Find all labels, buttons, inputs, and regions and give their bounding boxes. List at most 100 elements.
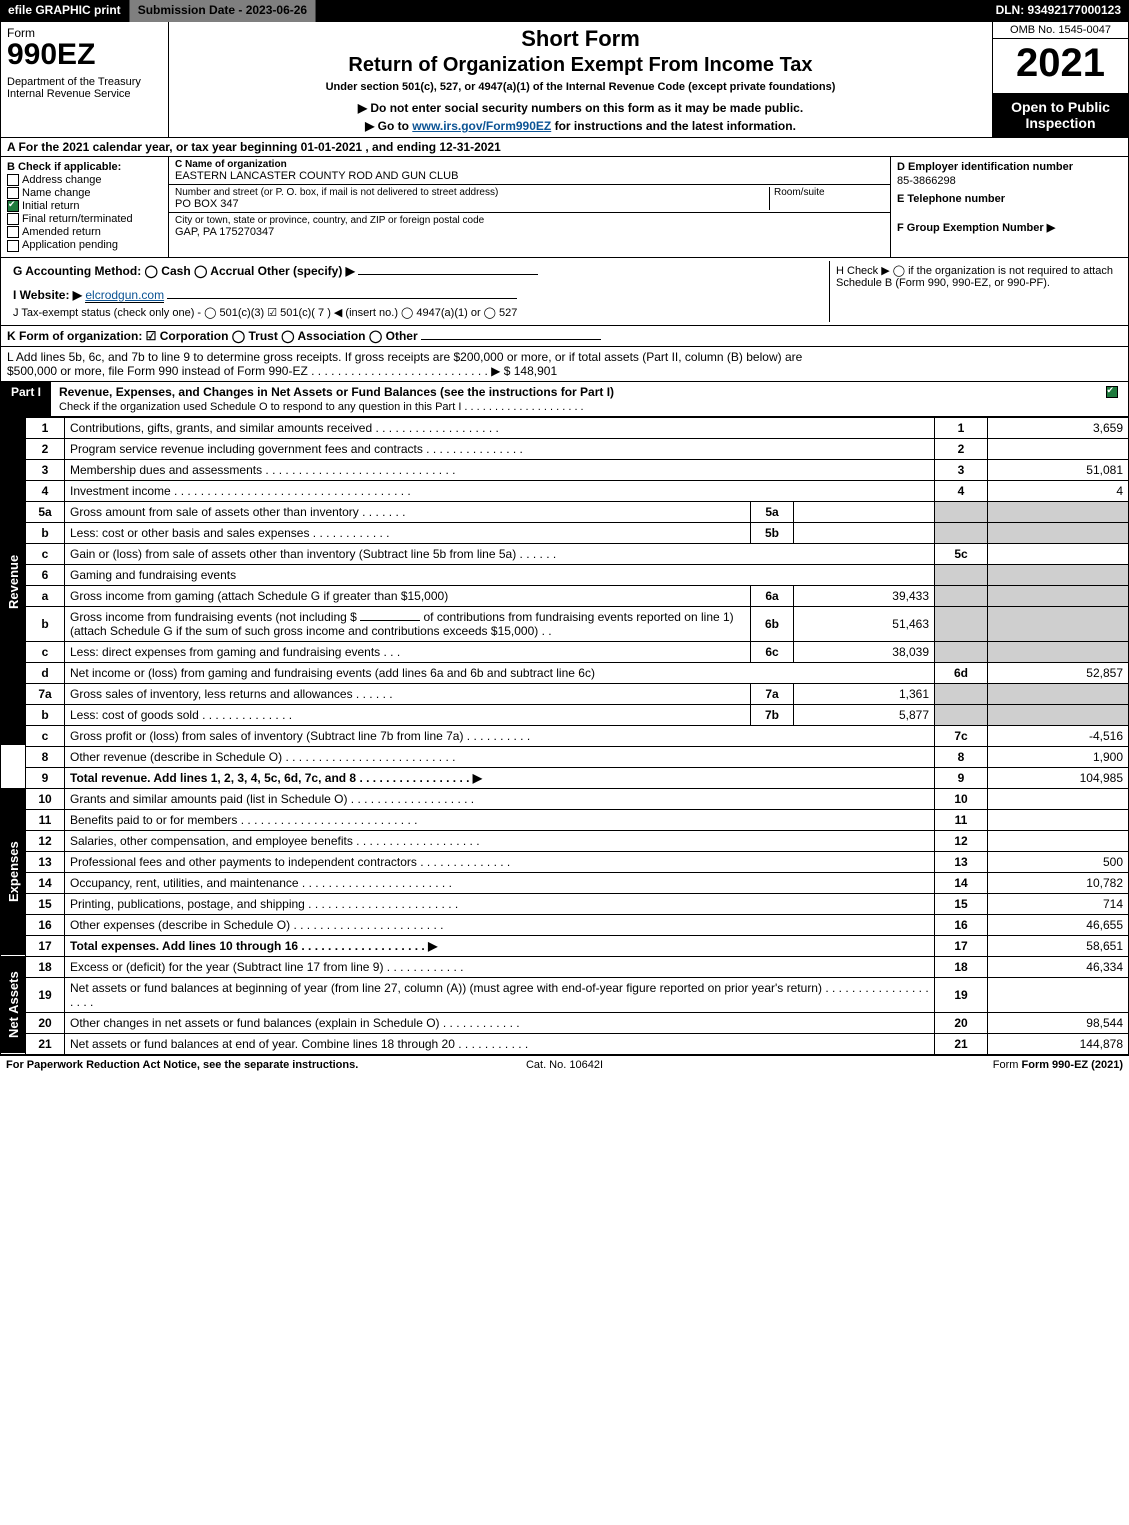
part-1-label: Part I (1, 382, 51, 416)
irs-link[interactable]: www.irs.gov/Form990EZ (412, 119, 551, 133)
checkbox-application-pending[interactable] (7, 240, 19, 252)
line-6a-inner-amt: 39,433 (794, 585, 935, 606)
line-3-box: 3 (935, 459, 988, 480)
line-6c-inner-label: 6c (751, 641, 794, 662)
line-5a-box-shaded (935, 501, 988, 522)
line-7a-inner-amt: 1,361 (794, 683, 935, 704)
section-d-employer-info: D Employer identification number 85-3866… (891, 157, 1128, 257)
line-12-amount (988, 830, 1129, 851)
line-6c-box-shaded (935, 641, 988, 662)
line-5a-inner-amt (794, 501, 935, 522)
line-14-desc: Occupancy, rent, utilities, and maintena… (65, 872, 935, 893)
line-13-num: 13 (26, 851, 65, 872)
line-15-desc: Printing, publications, postage, and shi… (65, 893, 935, 914)
line-3-num: 3 (26, 459, 65, 480)
line-9-num: 9 (26, 767, 65, 788)
form-number: 990EZ (7, 38, 95, 72)
line-7a-box-shaded (935, 683, 988, 704)
efile-label[interactable]: efile GRAPHIC print (0, 0, 130, 22)
line-18-amount: 46,334 (988, 956, 1129, 977)
line-3-amount: 51,081 (988, 459, 1129, 480)
org-street: PO BOX 347 (175, 198, 769, 210)
line-6b-box-shaded (935, 606, 988, 641)
line-6b-desc1: Gross income from fundraising events (no… (70, 610, 357, 624)
line-11-box: 11 (935, 809, 988, 830)
line-18-num: 18 (26, 956, 65, 977)
line-6d-amount: 52,857 (988, 662, 1129, 683)
room-label: Room/suite (774, 187, 884, 198)
line-6b-num: b (26, 606, 65, 641)
line-5b-inner-amt (794, 522, 935, 543)
street-label: Number and street (or P. O. box, if mail… (175, 187, 769, 198)
checkbox-final-return[interactable] (7, 213, 19, 225)
line-12-desc: Salaries, other compensation, and employ… (65, 830, 935, 851)
line-6c-amt-shaded (988, 641, 1129, 662)
checkbox-amended[interactable] (7, 226, 19, 238)
line-11-amount (988, 809, 1129, 830)
line-5b-num: b (26, 522, 65, 543)
line-15-box: 15 (935, 893, 988, 914)
label-initial-return: Initial return (22, 200, 79, 212)
line-6b-inner-amt: 51,463 (794, 606, 935, 641)
line-16-box: 16 (935, 914, 988, 935)
line-20-amount: 98,544 (988, 1012, 1129, 1033)
line-1-desc: Contributions, gifts, grants, and simila… (65, 417, 935, 438)
line-6-amt-shaded (988, 564, 1129, 585)
form-instruction-1: ▶ Do not enter social security numbers o… (177, 101, 984, 115)
org-city-row: City or town, state or province, country… (169, 213, 890, 257)
line-20-num: 20 (26, 1012, 65, 1033)
section-c-org-info: C Name of organization EASTERN LANCASTER… (169, 157, 891, 257)
line-16-desc: Other expenses (describe in Schedule O) … (65, 914, 935, 935)
line-9-desc: Total revenue. Add lines 1, 2, 3, 4, 5c,… (65, 767, 935, 788)
line-6-box-shaded (935, 564, 988, 585)
line-13-amount: 500 (988, 851, 1129, 872)
form-title-2: Return of Organization Exempt From Incom… (177, 54, 984, 77)
line-20-box: 20 (935, 1012, 988, 1033)
line-15-amount: 714 (988, 893, 1129, 914)
submission-date: Submission Date - 2023-06-26 (130, 0, 316, 22)
line-5c-amount (988, 543, 1129, 564)
line-6a-box-shaded (935, 585, 988, 606)
city-label: City or town, state or province, country… (175, 215, 884, 226)
line-l-gross-receipts: L Add lines 5b, 6c, and 7b to line 9 to … (0, 347, 1129, 382)
g-text: G Accounting Method: ◯ Cash ◯ Accrual Ot… (13, 264, 355, 278)
checkbox-name-change[interactable] (7, 187, 19, 199)
line-19-box: 19 (935, 977, 988, 1012)
line-7a-amt-shaded (988, 683, 1129, 704)
part-1-check-col (1098, 382, 1128, 416)
line-7c-box: 7c (935, 725, 988, 746)
k-text: K Form of organization: ☑ Corporation ◯ … (7, 329, 418, 343)
line-7b-amt-shaded (988, 704, 1129, 725)
line-4-num: 4 (26, 480, 65, 501)
line-7b-num: b (26, 704, 65, 725)
line-16-num: 16 (26, 914, 65, 935)
line-2-amount (988, 438, 1129, 459)
revenue-section-label: Revenue (1, 417, 26, 746)
checkbox-address-change[interactable] (7, 174, 19, 186)
footer-right: Form Form 990-EZ (2021) (751, 1059, 1123, 1071)
line-19-num: 19 (26, 977, 65, 1012)
footer-form-ref: Form 990-EZ (2021) (1022, 1059, 1123, 1071)
line-5b-box-shaded (935, 522, 988, 543)
line-19-amount (988, 977, 1129, 1012)
label-address-change: Address change (22, 174, 102, 186)
row-gh: G Accounting Method: ◯ Cash ◯ Accrual Ot… (0, 258, 1129, 326)
line-6a-num: a (26, 585, 65, 606)
form-subtitle: Under section 501(c), 527, or 4947(a)(1)… (177, 81, 984, 93)
arrow2-post: for instructions and the latest informat… (551, 119, 796, 133)
checkbox-initial-return[interactable] (7, 200, 19, 212)
line-6d-box: 6d (935, 662, 988, 683)
line-7a-num: 7a (26, 683, 65, 704)
form-header-left: Form 990EZ Department of the Treasury In… (1, 22, 169, 137)
topbar-spacer (316, 0, 987, 22)
website-link[interactable]: elcrodgun.com (85, 288, 164, 303)
line-6b-desc: Gross income from fundraising events (no… (65, 606, 751, 641)
checkbox-schedule-o[interactable] (1106, 386, 1118, 398)
line-6-num: 6 (26, 564, 65, 585)
line-6b-amt-shaded (988, 606, 1129, 641)
line-5b-inner-label: 5b (751, 522, 794, 543)
department-label: Department of the Treasury Internal Reve… (7, 76, 162, 100)
line-a-calendar-year: A For the 2021 calendar year, or tax yea… (0, 138, 1129, 157)
org-city: GAP, PA 175270347 (175, 226, 884, 238)
line-17-desc: Total expenses. Add lines 10 through 16 … (65, 935, 935, 956)
